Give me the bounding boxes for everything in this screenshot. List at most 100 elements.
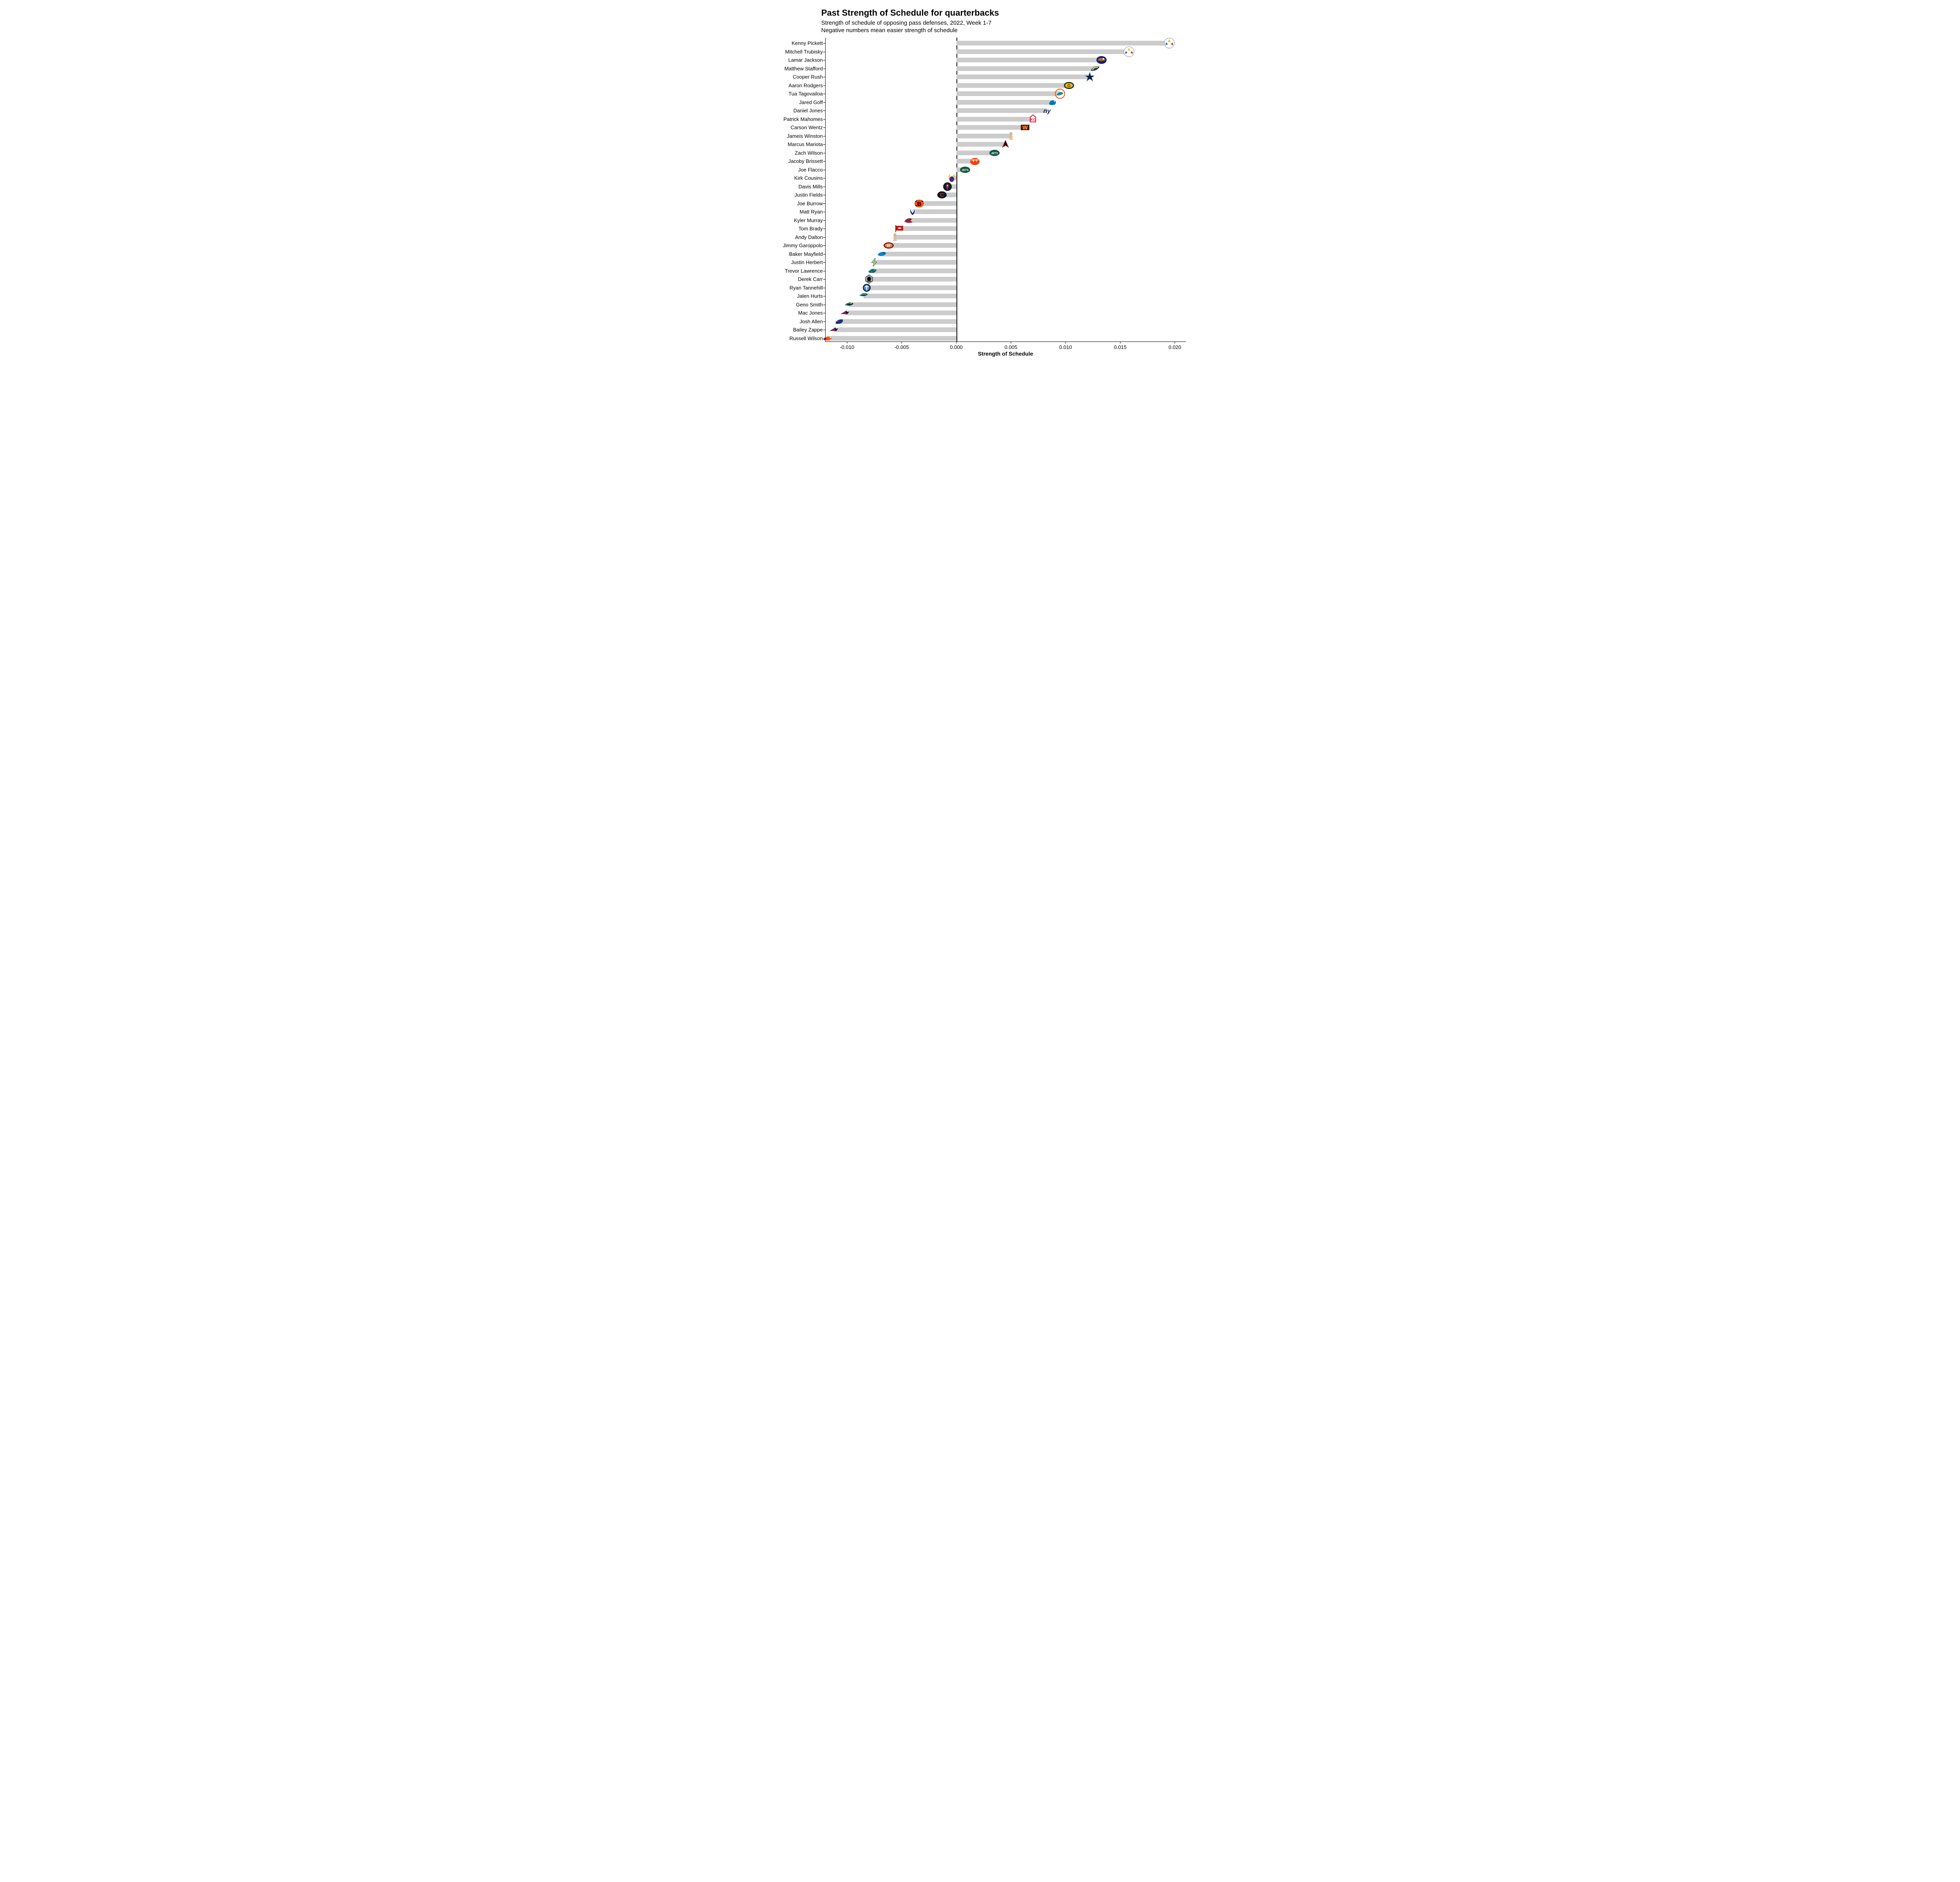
- player-label: Derek Carr: [755, 276, 823, 282]
- sos-bar: [882, 252, 956, 256]
- x-tick-label: 0.000: [950, 344, 963, 350]
- player-label: Mitchell Trubisky: [755, 49, 823, 54]
- sos-bar: [956, 91, 1060, 96]
- sos-bar: [956, 125, 1025, 130]
- sos-bar: [872, 269, 956, 273]
- x-tick-label: -0.005: [895, 344, 909, 350]
- bar-row: [825, 318, 1186, 325]
- x-tick-label: -0.010: [840, 344, 854, 350]
- bar-row: [825, 285, 1186, 291]
- bar-row: [825, 141, 1186, 147]
- bar-row: G: [825, 82, 1186, 89]
- bar-row: [825, 217, 1186, 223]
- sos-bar: [956, 41, 1170, 45]
- sos-bar: [845, 311, 956, 315]
- player-label: Zach Wilson: [755, 150, 823, 156]
- sos-bar: [895, 235, 956, 240]
- sos-bar: [956, 66, 1095, 71]
- player-label: Patrick Mahomes: [755, 116, 823, 122]
- svg-text:JETS: JETS: [991, 152, 998, 155]
- x-tick-label: 0.005: [1005, 344, 1018, 350]
- player-label: Matt Ryan: [755, 209, 823, 215]
- sos-bar: [956, 83, 1069, 88]
- player-label: Joe Flacco: [755, 167, 823, 173]
- bar-row: [825, 74, 1186, 80]
- falcons-logo-icon: [1000, 138, 1011, 150]
- bar-row: [825, 335, 1186, 342]
- player-label: Baker Mayfield: [755, 251, 823, 257]
- giants-logo-icon: ny: [1041, 105, 1053, 116]
- cowboys-logo-icon: [1084, 71, 1096, 83]
- bar-row: [825, 175, 1186, 181]
- x-tick-label: 0.020: [1169, 344, 1181, 350]
- sos-bar: [913, 209, 956, 214]
- player-label: Geno Smith: [755, 302, 823, 307]
- svg-text:JETS: JETS: [962, 169, 969, 172]
- bar-row: [825, 276, 1186, 282]
- player-label: Andy Dalton: [755, 234, 823, 240]
- chart-subtitle-1: Strength of schedule of opposing pass de…: [821, 20, 1205, 26]
- bar-row: JETS: [825, 167, 1186, 173]
- player-label: Daniel Jones: [755, 108, 823, 114]
- player-label: Marcus Mariota: [755, 142, 823, 147]
- sos-bar: [956, 142, 1005, 147]
- player-label: Justin Herbert: [755, 260, 823, 265]
- player-label: Russell Wilson: [755, 335, 823, 341]
- svg-text:SF: SF: [887, 244, 891, 247]
- svg-text:G: G: [1067, 84, 1071, 88]
- bar-row: [825, 268, 1186, 274]
- sos-bar: [864, 294, 956, 298]
- sos-bar: [956, 117, 1033, 122]
- bar-row: [825, 310, 1186, 316]
- svg-text:W: W: [1023, 124, 1028, 131]
- commanders-logo-icon: W: [1019, 122, 1031, 133]
- sos-bar: [869, 277, 956, 282]
- sos-bar: [956, 100, 1053, 105]
- player-label: Tom Brady: [755, 226, 823, 232]
- sos-bar: [834, 327, 956, 332]
- bar-row: KC: [825, 116, 1186, 122]
- player-label: Kirk Cousins: [755, 175, 823, 181]
- sos-bar: [839, 319, 956, 324]
- player-label: Tua Tagovailoa: [755, 91, 823, 97]
- sos-bar: [849, 302, 956, 307]
- bar-row: [825, 49, 1186, 55]
- bar-row: JETS: [825, 150, 1186, 156]
- player-label: Bailey Zappe: [755, 327, 823, 333]
- chart-title: Past Strength of Schedule for quarterbac…: [821, 8, 1205, 18]
- sos-bar: [867, 285, 956, 290]
- bar-row: [825, 99, 1186, 105]
- x-tick-label: 0.015: [1114, 344, 1127, 350]
- player-label: Aaron Rodgers: [755, 82, 823, 88]
- steelers-logo-icon: [1123, 46, 1135, 58]
- sos-bar: [828, 336, 956, 341]
- eagles-logo-icon: [858, 290, 869, 302]
- bar-row: [825, 183, 1186, 190]
- chart-subtitle-2: Negative numbers mean easier strength of…: [821, 27, 1205, 34]
- svg-text:C: C: [940, 192, 944, 198]
- sos-bar: [889, 243, 956, 248]
- jets-logo-icon: JETS: [959, 164, 971, 176]
- bar-row: [825, 302, 1186, 308]
- sos-bar: [956, 58, 1102, 62]
- bar-row: [825, 209, 1186, 215]
- sos-bar: [956, 74, 1090, 79]
- player-label: Ryan Tannehill: [755, 285, 823, 291]
- player-label: Kenny Pickett: [755, 40, 823, 46]
- player-label: Jameis Winston: [755, 133, 823, 139]
- player-label: Mac Jones: [755, 310, 823, 316]
- player-label: Carson Wentz: [755, 125, 823, 131]
- bar-row: [825, 57, 1186, 63]
- sos-bar: [908, 218, 956, 223]
- player-label: Cooper Rush: [755, 74, 823, 80]
- bar-row: [825, 65, 1186, 72]
- player-label: Davis Mills: [755, 183, 823, 189]
- player-label: Jacoby Brissett: [755, 158, 823, 164]
- player-label: Matthew Stafford: [755, 65, 823, 71]
- sos-bar: [956, 108, 1047, 113]
- bears-logo-icon: C: [936, 189, 948, 201]
- broncos-logo-icon: [822, 332, 833, 344]
- sos-bar: [956, 134, 1011, 138]
- bar-row: [825, 225, 1186, 232]
- player-label: Justin Fields: [755, 192, 823, 198]
